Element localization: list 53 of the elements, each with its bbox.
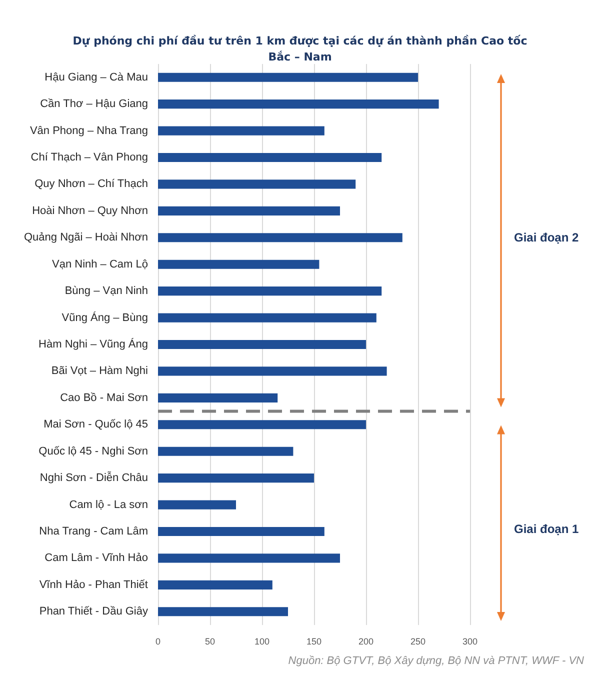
x-tick-label: 250 bbox=[410, 636, 426, 646]
bar bbox=[158, 180, 356, 189]
y-tick-label: Mai Sơn - Quốc lộ 45 bbox=[44, 418, 148, 431]
bar bbox=[158, 126, 324, 136]
bar bbox=[158, 446, 294, 456]
bar bbox=[158, 474, 314, 483]
bar bbox=[158, 500, 236, 510]
y-tick-label: Cần Thơ – Hậu Giang bbox=[40, 98, 148, 110]
y-tick-label: Nha Trang - Cam Lâm bbox=[39, 526, 148, 538]
y-tick-label: Vĩnh Hảo - Phan Thiết bbox=[39, 578, 148, 591]
y-tick-label: Hậu Giang – Cà Mau bbox=[44, 71, 148, 84]
x-tick-label: 50 bbox=[204, 636, 216, 646]
bar bbox=[158, 366, 387, 376]
y-tick-label: Cao Bồ - Mai Sơn bbox=[60, 392, 148, 404]
bar bbox=[158, 100, 439, 109]
text: Giai đoạn 1 bbox=[514, 522, 580, 536]
bar bbox=[158, 206, 340, 216]
bar bbox=[158, 72, 418, 82]
bar bbox=[158, 233, 402, 242]
bar bbox=[158, 286, 382, 296]
y-tick-label: Quốc lộ 45 - Nghi Sơn bbox=[38, 445, 148, 458]
y-tick-label: Bùng – Vạn Ninh bbox=[64, 285, 148, 298]
text: Nguồn: Bộ GTVT, Bộ Xây dựng, Bộ NN và PTNT, WWF - VN bbox=[288, 655, 584, 667]
y-tick-label: Bãi Vọt – Hàm Nghi bbox=[51, 365, 148, 378]
text: Giai đoạn 2 bbox=[514, 230, 580, 245]
y-tick-label: Hoài Nhơn – Quy Nhơn bbox=[32, 204, 148, 217]
bar bbox=[158, 260, 320, 269]
x-tick-label: 100 bbox=[254, 636, 270, 646]
chart-title: Dự phóng chi phí đầu tư trên 1 km được tại các dự án thành phần Cao tốc Bắc – Nam bbox=[72, 34, 528, 64]
x-tick-label: 0 bbox=[155, 636, 161, 646]
y-tick-label: Quy Nhơn – Chí Thạch bbox=[34, 178, 148, 190]
x-tick-label: 150 bbox=[306, 636, 322, 646]
x-tick-label: 300 bbox=[462, 636, 478, 646]
bar bbox=[158, 393, 278, 402]
y-tick-label: Vạn Ninh – Cam Lộ bbox=[52, 258, 148, 270]
bar bbox=[158, 313, 376, 322]
y-tick-label: Cam lộ - La sơn bbox=[69, 498, 148, 511]
bar bbox=[158, 554, 340, 563]
bar bbox=[158, 152, 382, 162]
y-tick-label: Vũng Áng – Bùng bbox=[62, 310, 148, 324]
y-tick-label: Nghi Sơn - Diễn Châu bbox=[40, 471, 148, 484]
bar bbox=[158, 526, 324, 536]
y-tick-label: Phan Thiết - Dầu Giây bbox=[39, 606, 148, 618]
y-tick-label: Chí Thạch – Vân Phong bbox=[30, 152, 148, 164]
bar bbox=[158, 607, 288, 616]
y-tick-label: Quảng Ngãi – Hoài Nhơn bbox=[24, 232, 148, 244]
y-tick-label: Hàm Nghi – Vũng Áng bbox=[38, 338, 148, 350]
x-tick-label: 200 bbox=[358, 636, 374, 646]
y-tick-label: Vân Phong – Nha Trang bbox=[30, 124, 148, 137]
bar bbox=[158, 420, 366, 430]
bar bbox=[158, 340, 366, 350]
y-tick-label: Cam Lâm - Vĩnh Hảo bbox=[44, 552, 148, 564]
bar bbox=[158, 580, 272, 590]
